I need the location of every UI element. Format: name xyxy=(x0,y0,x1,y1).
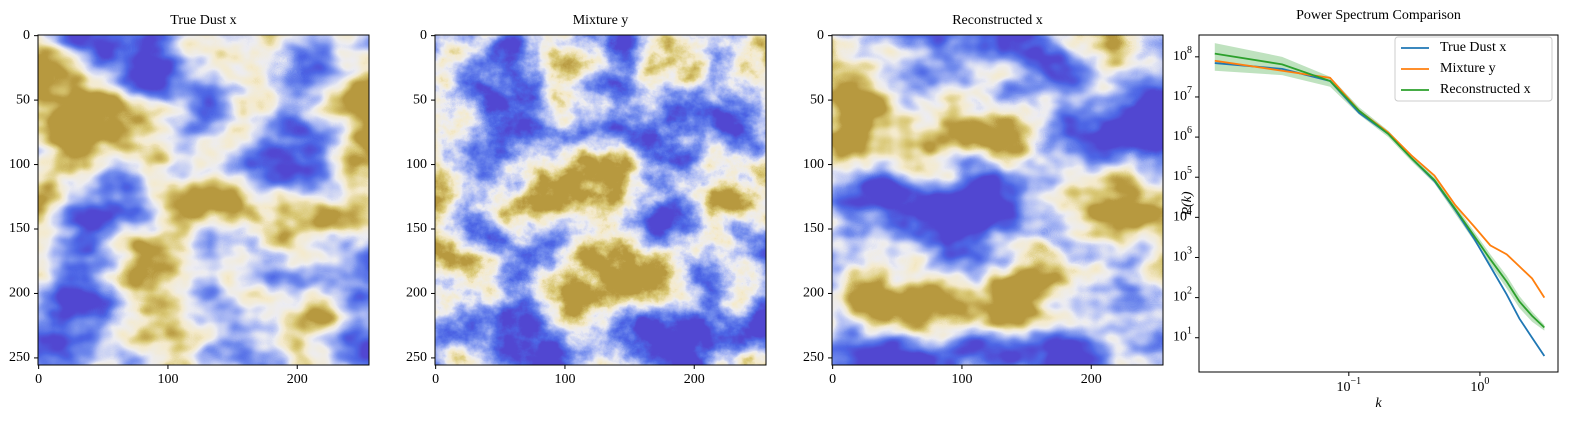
y-tick-label: 200 xyxy=(803,286,824,301)
x-tick-label: 10−1 xyxy=(1336,376,1361,395)
y-tick-label: 150 xyxy=(9,221,30,236)
tick-base: 10 xyxy=(1173,210,1187,225)
y-tick-label: 108 xyxy=(1173,45,1192,64)
y-tick-label: 107 xyxy=(1173,85,1192,104)
y-tick-label: 100 xyxy=(803,157,824,172)
x-tick-label: 200 xyxy=(684,372,705,387)
axes-frame xyxy=(37,34,370,366)
y-tick-label: 105 xyxy=(1173,166,1192,185)
tick-exp: 7 xyxy=(1187,85,1192,96)
axes-frame xyxy=(831,34,1164,366)
tick-exp: 6 xyxy=(1187,125,1192,136)
image xyxy=(38,35,369,365)
tick-exp: 4 xyxy=(1187,206,1192,217)
x-tick-label: 100 xyxy=(951,372,972,387)
tick-base: 10 xyxy=(1336,380,1350,395)
x-axis-label: k xyxy=(1375,396,1382,411)
y-tick-label: 50 xyxy=(810,92,824,107)
tick-base: 10 xyxy=(1173,89,1187,104)
y-tick-label: 102 xyxy=(1173,286,1192,305)
tick-base: 10 xyxy=(1173,250,1187,265)
y-tick-label: 50 xyxy=(16,92,30,107)
axes-frame xyxy=(1198,34,1559,373)
y-tick-label: 101 xyxy=(1173,326,1192,345)
panel-title: True Dust x xyxy=(170,13,236,28)
y-tick-label: 100 xyxy=(9,157,30,172)
legend-box xyxy=(1394,36,1553,102)
x-tick-label: 0 xyxy=(829,372,836,387)
y-tick-label: 50 xyxy=(413,92,427,107)
tick-base: 10 xyxy=(1173,169,1187,184)
y-tick-label: 103 xyxy=(1173,246,1192,265)
y-tick-label: 0 xyxy=(23,28,30,43)
y-tick-label: 200 xyxy=(406,286,427,301)
plot-area xyxy=(1214,43,1546,357)
x-tick-label: 200 xyxy=(287,372,308,387)
tick-exp: 3 xyxy=(1187,246,1192,257)
panel-title: Mixture y xyxy=(573,13,629,28)
image xyxy=(832,35,1163,365)
y-axis-label: P(k) xyxy=(1180,191,1195,216)
y-tick-label: 250 xyxy=(803,350,824,365)
y-tick-label: 150 xyxy=(803,221,824,236)
y-tick-label: 250 xyxy=(406,350,427,365)
x-tick-label: 200 xyxy=(1081,372,1102,387)
x-tick-label: 0 xyxy=(432,372,439,387)
y-tick-label: 104 xyxy=(1173,206,1192,225)
tick-base: 10 xyxy=(1173,290,1187,305)
series-line xyxy=(1214,62,1546,357)
y-tick-label: 106 xyxy=(1173,125,1192,144)
axes-frame xyxy=(434,34,767,366)
y-tick-label: 150 xyxy=(406,221,427,236)
tick-exp: 5 xyxy=(1187,166,1192,177)
image xyxy=(435,35,766,365)
tick-base: 10 xyxy=(1173,330,1187,345)
y-tick-label: 0 xyxy=(817,28,824,43)
legend-label: Mixture y xyxy=(1440,61,1496,76)
series-line xyxy=(1214,59,1546,299)
panel-title: Reconstructed x xyxy=(952,13,1043,28)
tick-base: 10 xyxy=(1173,129,1187,144)
tick-exp: 1 xyxy=(1187,326,1192,337)
x-tick-label: 100 xyxy=(554,372,575,387)
tick-exp: 0 xyxy=(1484,376,1489,387)
x-tick-label: 0 xyxy=(35,372,42,387)
panel-title: Power Spectrum Comparison xyxy=(1296,8,1461,23)
y-tick-label: 100 xyxy=(406,157,427,172)
tick-exp: 2 xyxy=(1187,286,1192,297)
x-tick-label: 100 xyxy=(1470,376,1489,395)
x-tick-label: 100 xyxy=(157,372,178,387)
legend-label: True Dust x xyxy=(1440,40,1506,55)
tick-exp: −1 xyxy=(1350,376,1361,387)
tick-base: 10 xyxy=(1173,49,1187,64)
y-tick-label: 250 xyxy=(9,350,30,365)
tick-base: 10 xyxy=(1470,380,1484,395)
tick-exp: 8 xyxy=(1187,45,1192,56)
legend-label: Reconstructed x xyxy=(1440,82,1531,97)
uncertainty-band xyxy=(1214,43,1545,331)
series-line xyxy=(1214,52,1545,329)
y-tick-label: 0 xyxy=(420,28,427,43)
y-tick-label: 200 xyxy=(9,286,30,301)
